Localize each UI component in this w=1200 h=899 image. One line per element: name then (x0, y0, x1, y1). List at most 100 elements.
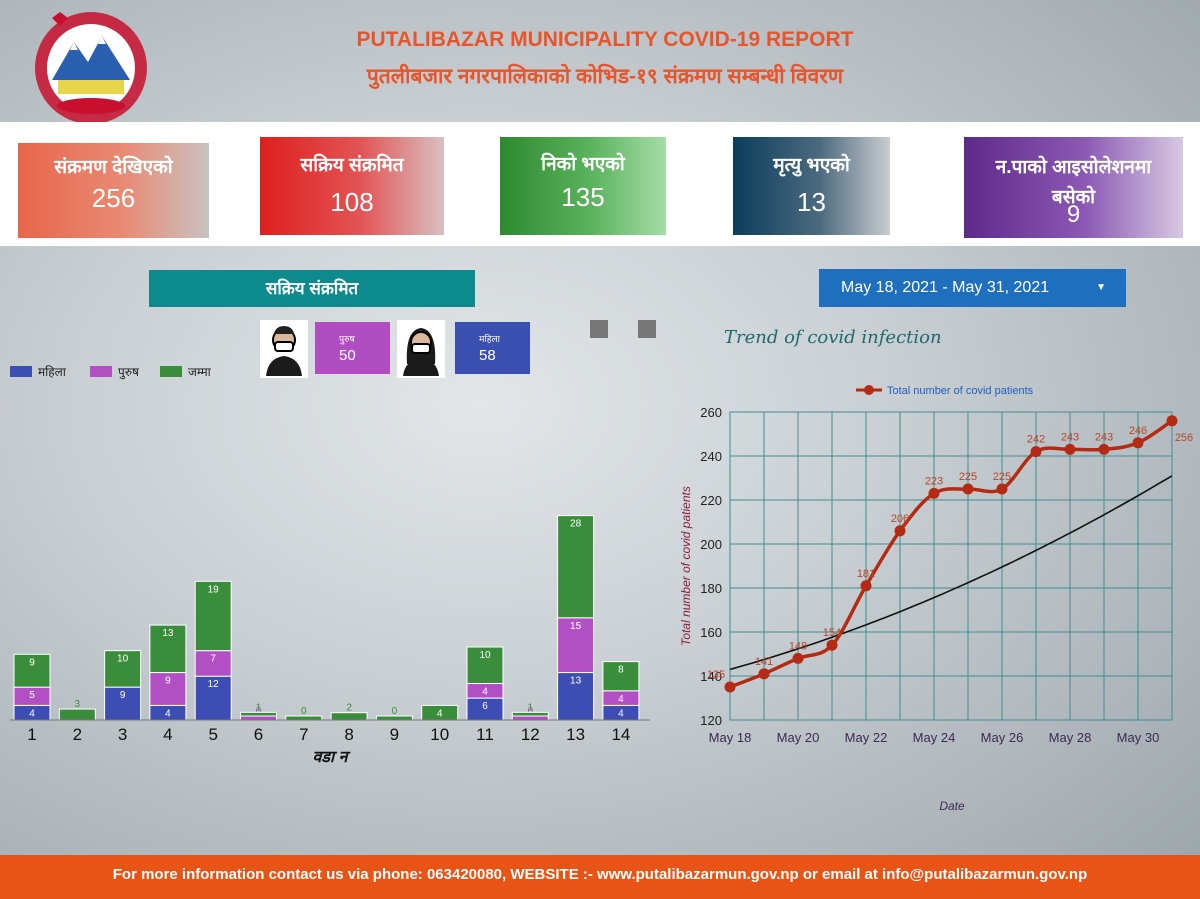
data-label: 4 (437, 708, 443, 719)
data-label: 4 (618, 708, 624, 719)
bar-segment (557, 617, 595, 674)
data-label: 13 (570, 676, 582, 687)
dropdown-caret-icon: ▼ (1096, 282, 1106, 293)
x-tick-label: May 20 (777, 730, 820, 745)
bar-segment (149, 672, 187, 706)
legend-swatch (90, 366, 112, 377)
data-label: 8 (618, 665, 624, 676)
stat-label: निको भएको (541, 154, 625, 175)
data-point (1166, 415, 1178, 427)
data-label: 1 (256, 702, 262, 713)
x-tick-label: 12 (521, 725, 540, 744)
header: PUTALIBAZAR MUNICIPALITY COVID-19 REPORT… (0, 0, 1200, 124)
data-label: 135 (707, 669, 725, 681)
data-point (860, 580, 872, 592)
bar-segment (330, 712, 368, 721)
data-label: 225 (993, 471, 1011, 483)
legend-total: जम्मा (160, 363, 211, 380)
nepal-emblem-logo (35, 12, 147, 124)
data-point (792, 652, 804, 664)
bar-segment (557, 672, 595, 721)
x-tick-label: 6 (254, 725, 263, 744)
female-avatar-icon (397, 320, 445, 378)
bar-segment (557, 515, 595, 619)
trend-chart-title: Trend of covid infection (724, 327, 942, 348)
data-label: 19 (208, 584, 220, 595)
data-label: 0 (301, 706, 307, 717)
trendline (730, 475, 1172, 671)
x-tick-label: May 22 (845, 730, 888, 745)
data-label: 242 (1027, 434, 1045, 446)
plot-frame (729, 411, 1173, 721)
data-point (1098, 443, 1110, 455)
female-value: 58 (479, 347, 496, 364)
male-value: 50 (339, 347, 356, 364)
legend-male: पुरुष (90, 363, 139, 380)
data-label: 243 (1061, 431, 1079, 443)
legend-label: Total number of covid patients (887, 385, 1034, 397)
legend-swatch (10, 366, 32, 377)
female-label: महिला (479, 334, 500, 344)
stat-value: 256 (91, 183, 136, 213)
data-point (1064, 443, 1076, 455)
stat-card-active: सक्रिय संक्रमित 108 (260, 137, 444, 235)
legend-label: जम्मा (188, 365, 211, 379)
y-tick-label: 260 (700, 405, 722, 420)
filter-square-icon[interactable] (590, 320, 608, 338)
data-label: 4 (29, 708, 35, 719)
data-label: 225 (959, 471, 977, 483)
data-label: 15 (570, 621, 582, 632)
y-tick-label: 160 (700, 625, 722, 640)
data-label: 10 (479, 650, 491, 661)
x-tick-label: 13 (566, 725, 585, 744)
data-label: 10 (117, 654, 129, 665)
data-point (996, 483, 1008, 495)
stat-label: सक्रिय संक्रमित (300, 155, 404, 176)
y-tick-label: 220 (700, 493, 722, 508)
data-point (894, 525, 906, 537)
data-point (758, 668, 770, 680)
x-tick-label: 9 (390, 725, 399, 744)
y-tick-label: 180 (700, 581, 722, 596)
date-range-selector[interactable]: May 18, 2021 - May 31, 2021 ▼ (819, 269, 1126, 307)
data-point (928, 487, 940, 499)
x-tick-label: 7 (299, 725, 308, 744)
male-avatar-icon (260, 320, 308, 378)
x-tick-label: 5 (208, 725, 217, 744)
bar-segment (194, 650, 232, 677)
y-tick-label: 240 (700, 449, 722, 464)
stat-card-deaths: मृत्यु भएको 13 (733, 137, 890, 235)
data-label: 12 (208, 679, 220, 690)
stat-label: संक्रमण देखिएको (54, 157, 173, 178)
bar-segment (104, 650, 142, 688)
y-axis-title: Total number of covid patients (679, 486, 693, 646)
data-label: 3 (75, 699, 81, 710)
stat-card-infected: संक्रमण देखिएको 256 (18, 143, 209, 238)
x-tick-label: 11 (476, 725, 494, 744)
bar-segment (149, 624, 187, 674)
stat-card-recovered: निको भएको 135 (500, 137, 666, 235)
filter-square-icon[interactable] (638, 320, 656, 338)
x-tick-label: 1 (27, 725, 36, 744)
x-tick-label: May 24 (913, 730, 956, 745)
data-label: 141 (755, 656, 773, 668)
x-tick-label: 3 (118, 725, 127, 744)
y-tick-label: 140 (700, 669, 722, 684)
data-label: 4 (618, 694, 624, 705)
data-label: 0 (528, 706, 534, 717)
data-label: 256 (1175, 432, 1193, 444)
x-axis-title: वडा न (313, 749, 351, 766)
data-label: 2 (346, 703, 352, 714)
bar-segment (104, 686, 142, 721)
bar-segment (58, 708, 96, 721)
data-point (1132, 437, 1144, 449)
x-tick-label: May 28 (1049, 730, 1092, 745)
bar-segment (466, 646, 504, 684)
data-point (962, 483, 974, 495)
legend-swatch (160, 366, 182, 377)
data-label: 0 (392, 706, 398, 717)
x-axis-title: Date (939, 799, 965, 813)
stat-value: 135 (561, 182, 605, 212)
bar-segment (240, 711, 277, 717)
y-tick-label: 200 (700, 537, 722, 552)
